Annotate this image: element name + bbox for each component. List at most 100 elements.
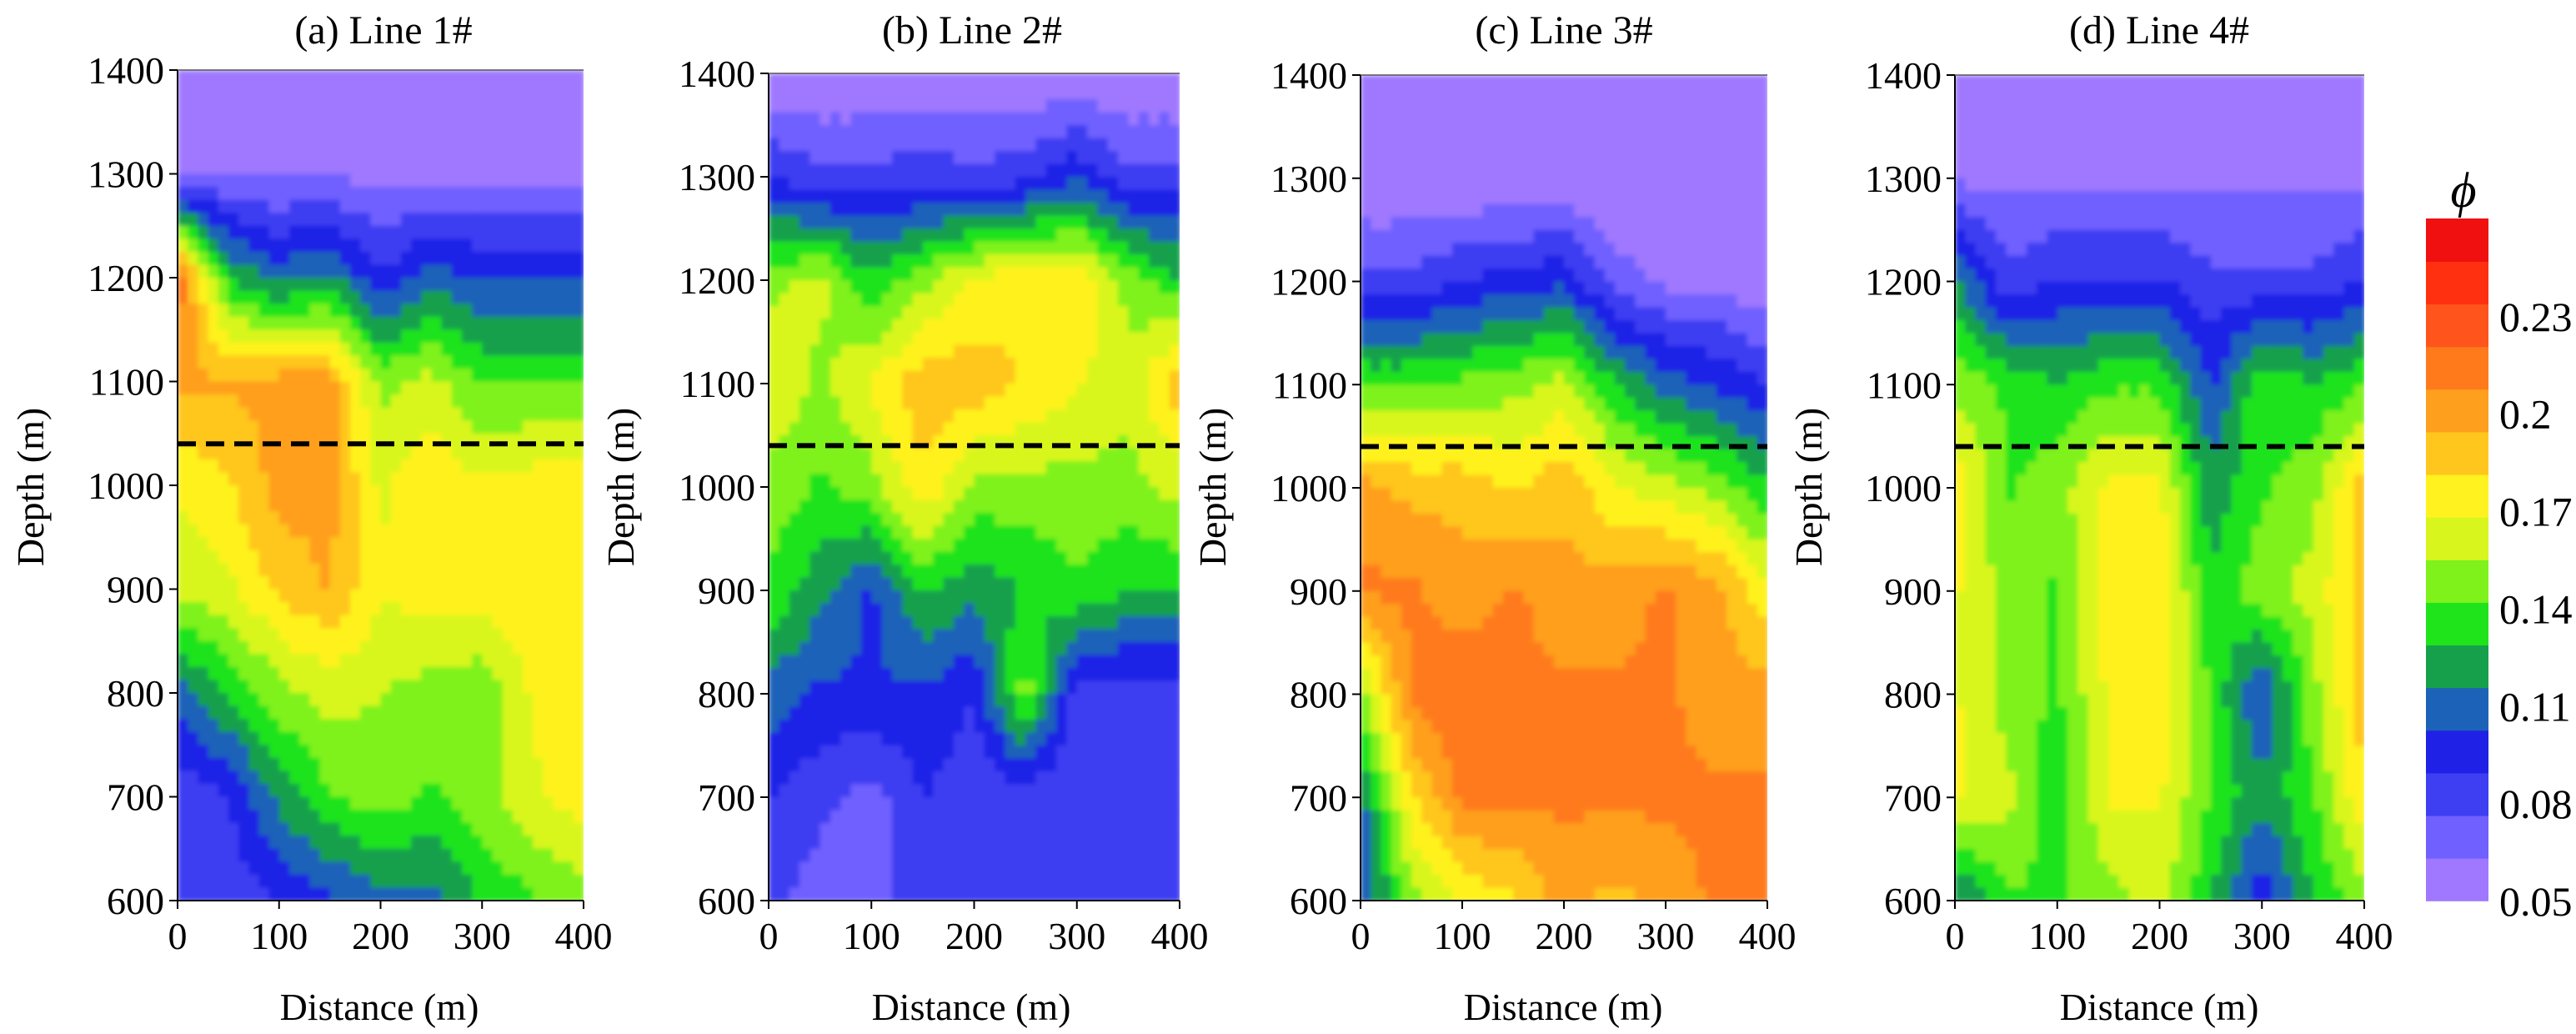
phi-cell: [912, 409, 925, 424]
phi-cell: [512, 251, 524, 266]
phi-cell: [1045, 86, 1058, 101]
phi-cell: [451, 705, 464, 720]
phi-cell: [380, 485, 392, 499]
phi-cell: [299, 874, 311, 889]
phi-cell: [268, 666, 280, 681]
phi-cell: [850, 86, 863, 101]
phi-cell: [1005, 577, 1016, 592]
phi-cell: [933, 590, 945, 605]
phi-cell: [922, 797, 935, 811]
phi-cell: [840, 474, 852, 489]
phi-cell: [1107, 293, 1120, 308]
phi-cell: [1097, 823, 1109, 837]
phi-cell: [1056, 267, 1068, 282]
phi-cell: [268, 304, 280, 318]
phi-cell: [349, 810, 362, 824]
phi-cell: [829, 267, 842, 282]
phi-cell: [1056, 616, 1068, 630]
phi-cell: [411, 148, 423, 163]
phi-cell: [1015, 629, 1027, 644]
phi-cell: [492, 770, 504, 786]
phi-cell: [461, 848, 474, 863]
phi-cell: [329, 745, 342, 760]
phi-cell: [400, 187, 413, 201]
phi-cell: [953, 655, 965, 670]
phi-cell: [349, 148, 362, 163]
phi-cell: [380, 187, 392, 201]
phi-cell: [512, 628, 524, 642]
phi-cell: [902, 177, 914, 191]
phi-cell: [860, 86, 873, 101]
phi-cell: [789, 384, 801, 398]
phi-cell: [922, 241, 935, 256]
phi-cell: [922, 513, 935, 527]
phi-cell: [512, 485, 524, 499]
phi-cell: [922, 720, 935, 734]
phi-cell: [268, 394, 280, 409]
phi-cell: [819, 616, 832, 630]
phi-cell: [441, 381, 453, 396]
phi-cell: [349, 187, 362, 201]
phi-cell: [299, 770, 311, 786]
phi-cell: [829, 409, 842, 424]
phi-cell: [278, 251, 291, 266]
phi-cell: [492, 654, 504, 669]
phi-cell: [400, 615, 413, 630]
phi-cell: [1066, 461, 1078, 475]
phi-cell: [891, 525, 904, 540]
phi-cell: [411, 213, 423, 227]
phi-cell: [984, 138, 996, 153]
phi-cell: [522, 822, 534, 837]
phi-cell: [1097, 565, 1109, 579]
phi-cell: [360, 705, 372, 720]
phi-cell: [198, 511, 209, 525]
phi-cell: [1056, 396, 1068, 411]
phi-cell: [268, 225, 280, 240]
phi-cell: [482, 836, 494, 850]
phi-cell: [995, 319, 1006, 334]
phi-cell: [871, 203, 883, 217]
phi-cell: [198, 745, 209, 760]
phi-cell: [1005, 565, 1016, 579]
phi-cell: [829, 499, 842, 514]
phi-cell: [482, 96, 494, 110]
phi-cell: [943, 810, 955, 825]
phi-cell: [198, 329, 209, 344]
phi-cell: [563, 420, 575, 434]
phi-cell: [1035, 629, 1047, 644]
phi-cell: [850, 823, 863, 837]
phi-cell: [1138, 228, 1150, 243]
phi-cell: [1025, 603, 1037, 618]
phi-cell: [563, 173, 575, 188]
phi-cell: [482, 757, 494, 772]
phi-cell: [431, 264, 443, 279]
phi-cell: [573, 304, 584, 318]
phi-cell: [860, 474, 873, 489]
phi-cell: [492, 796, 504, 811]
phi-cell: [411, 485, 423, 499]
phi-cell: [198, 225, 209, 240]
phi-cell: [912, 823, 925, 837]
phi-cell: [1159, 163, 1170, 178]
phi-cell: [1087, 332, 1099, 346]
phi-cell: [543, 705, 554, 720]
phi-cell: [441, 472, 453, 487]
phi-cell: [198, 122, 209, 137]
phi-cell: [198, 485, 209, 499]
phi-cell: [789, 344, 801, 359]
phi-cell: [512, 563, 524, 578]
phi-cell: [829, 836, 842, 851]
phi-cell: [178, 796, 189, 811]
phi-cell: [1035, 73, 1047, 88]
phi-cell: [829, 344, 842, 359]
phi-cell: [178, 342, 189, 357]
phi-cell: [482, 213, 494, 227]
phi-cell: [228, 719, 240, 733]
phi-cell: [1087, 758, 1099, 773]
phi-cell: [553, 160, 564, 175]
phi-cell: [278, 589, 291, 604]
phi-cell: [850, 267, 863, 282]
phi-cell: [881, 215, 894, 230]
phi-cell: [779, 409, 790, 424]
phi-cell: [421, 770, 433, 786]
